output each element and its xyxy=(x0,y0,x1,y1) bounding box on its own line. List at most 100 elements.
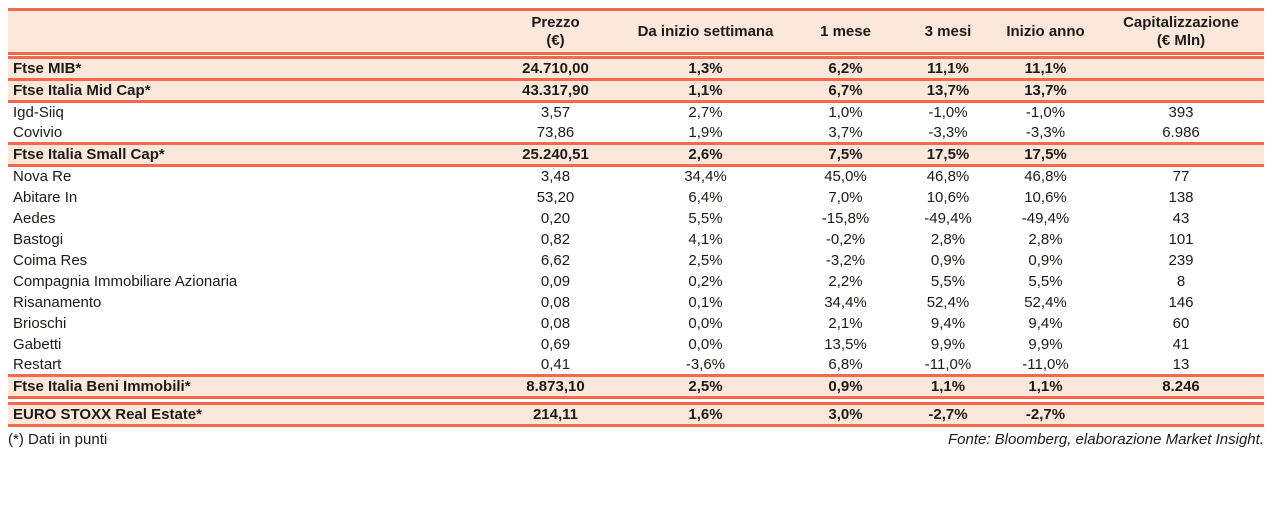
inizio-anno-cell: -11,0% xyxy=(1022,355,1069,373)
prezzo-cell: 0,20 xyxy=(540,209,571,227)
capitalizzazione-cell: 146 xyxy=(1168,293,1194,311)
capitalizzazione-cell: 13 xyxy=(1172,355,1190,373)
index-summary-row: Ftse Italia Mid Cap* 43.317,90 1,1% 6,7% 13,… xyxy=(8,79,1264,102)
1-mese-cell: -0,2% xyxy=(825,230,866,248)
inizio-anno-cell: 9,4% xyxy=(1028,314,1063,332)
stock-row: Brioschi 0,08 0,0% 2,1% 9,4% 9,4% 60 xyxy=(8,313,1264,334)
stock-row: Nova Re 3,48 34,4% 45,0% 46,8% 46,8% 77 xyxy=(8,166,1264,187)
3-mesi-cell: -1,0% xyxy=(928,104,968,122)
capitalizzazione-cell: 138 xyxy=(1168,188,1194,206)
da-inizio-settimana-cell: 4,1% xyxy=(688,230,723,248)
1-mese-cell: 13,5% xyxy=(824,335,867,353)
3-mesi-cell: 0,9% xyxy=(930,251,966,269)
1-mese-cell: 0,9% xyxy=(828,378,863,395)
row-name-cell: Nova Re xyxy=(13,168,72,186)
row-name-cell: Ftse Italia Small Cap* xyxy=(13,146,165,163)
row-name-cell: Covivio xyxy=(13,123,63,141)
stock-row: Covivio 73,86 1,9% 3,7% -3,3% -3,3% 6.986 xyxy=(8,123,1264,144)
row-name-cell: Bastogi xyxy=(13,230,64,248)
da-inizio-settimana-cell: -3,6% xyxy=(685,355,726,373)
1-mese-cell: -15,8% xyxy=(821,209,870,227)
index-summary-row: Ftse Italia Beni Immobili* 8.873,10 2,5% 0,… xyxy=(8,375,1264,398)
1-mese-cell: 34,4% xyxy=(824,293,867,311)
capitalizzazione-cell: 393 xyxy=(1168,104,1194,122)
inizio-anno-cell: 11,1% xyxy=(1024,60,1067,77)
da-inizio-settimana-cell: 0,0% xyxy=(688,314,723,332)
da-inizio-settimana-cell: 1,1% xyxy=(688,82,723,99)
capitalizzazione-cell: 239 xyxy=(1168,251,1194,269)
capitalizzazione-cell xyxy=(1098,58,1264,80)
3-mesi-cell: -3,3% xyxy=(928,123,968,141)
row-name-cell: Ftse Italia Mid Cap* xyxy=(13,82,151,99)
da-inizio-settimana-cell: 2,7% xyxy=(688,104,723,122)
3-mesi-cell: 10,6% xyxy=(926,188,970,206)
3-mesi-cell: 5,5% xyxy=(930,272,966,290)
prezzo-cell: 3,48 xyxy=(540,168,571,186)
prezzo-cell: 24.710,00 xyxy=(522,60,589,77)
stock-row: Gabetti 0,69 0,0% 13,5% 9,9% 9,9% 41 xyxy=(8,334,1264,355)
1-mese-cell: 2,1% xyxy=(828,314,863,332)
prezzo-cell: 3,57 xyxy=(540,104,571,122)
inizio-anno-cell: 1,1% xyxy=(1028,378,1063,395)
1-mese-cell: 6,2% xyxy=(828,60,863,77)
da-inizio-settimana-cell: 6,4% xyxy=(688,188,723,206)
prezzo-cell: 8.873,10 xyxy=(526,378,585,395)
capitalizzazione-cell: 60 xyxy=(1172,314,1190,332)
capitalizzazione-cell: 101 xyxy=(1168,230,1194,248)
inizio-anno-cell: 0,9% xyxy=(1028,251,1063,269)
da-inizio-settimana-cell: 0,2% xyxy=(688,272,723,290)
prezzo-cell: 0,09 xyxy=(540,272,571,290)
prezzo-cell: 43.317,90 xyxy=(522,82,589,99)
da-inizio-settimana-cell: 34,4% xyxy=(684,168,727,186)
inizio-anno-cell: 17,5% xyxy=(1024,146,1067,163)
inizio-anno-cell: -2,7% xyxy=(1025,406,1066,423)
column-header-3-mesi: 3 mesi xyxy=(924,22,972,40)
row-name-cell: Ftse MIB* xyxy=(13,60,82,77)
prezzo-cell: 0,08 xyxy=(540,293,571,311)
da-inizio-settimana-cell: 1,3% xyxy=(688,60,723,77)
3-mesi-cell: 13,7% xyxy=(926,82,970,99)
1-mese-cell: 3,7% xyxy=(828,123,863,141)
3-mesi-cell: 46,8% xyxy=(926,168,970,186)
prezzo-cell: 214,11 xyxy=(532,406,579,423)
source-attribution: Fonte: Bloomberg, elaborazione Market In… xyxy=(947,431,1264,448)
table-header-row: Prezzo (€) Da inizio settimana 1 mese 3 … xyxy=(8,9,1264,54)
da-inizio-settimana-cell: 2,6% xyxy=(688,146,723,163)
stock-row: Igd-Siiq 3,57 2,7% 1,0% -1,0% -1,0% 393 xyxy=(8,102,1264,123)
row-name-cell: Abitare In xyxy=(13,188,78,206)
3-mesi-cell: 11,1% xyxy=(927,60,969,77)
3-mesi-cell: 52,4% xyxy=(926,293,970,311)
1-mese-cell: 1,0% xyxy=(828,104,863,122)
capitalizzazione-cell xyxy=(1098,144,1264,166)
capitalizzazione-cell: 77 xyxy=(1172,168,1190,186)
3-mesi-cell: 9,4% xyxy=(930,314,966,332)
inizio-anno-cell: 9,9% xyxy=(1028,335,1063,353)
header-double-line-spacer xyxy=(8,53,1264,58)
capitalizzazione-cell: 41 xyxy=(1172,335,1190,353)
inizio-anno-cell: 5,5% xyxy=(1028,272,1063,290)
1-mese-cell: 3,0% xyxy=(828,406,863,423)
da-inizio-settimana-cell: 5,5% xyxy=(688,209,723,227)
column-header-da-inizio-settimana: Da inizio settimana xyxy=(637,22,774,40)
3-mesi-cell: 1,1% xyxy=(930,378,966,395)
row-name-cell: Gabetti xyxy=(13,335,62,353)
1-mese-cell: 7,0% xyxy=(828,188,863,206)
column-header-capitalizzazione-line1: Capitalizzazione xyxy=(1123,13,1239,31)
da-inizio-settimana-cell: 0,1% xyxy=(688,293,723,311)
3-mesi-cell: 17,5% xyxy=(926,146,970,163)
column-header-prezzo-line2: (€) xyxy=(546,31,565,49)
prezzo-cell: 73,86 xyxy=(536,123,575,141)
column-header-prezzo: Prezzo (€) xyxy=(488,10,623,54)
column-header-capitalizzazione: Capitalizzazione (€ Mln) xyxy=(1098,10,1264,54)
column-header-capitalizzazione-line2: (€ Mln) xyxy=(1156,31,1206,49)
1-mese-cell: 2,2% xyxy=(828,272,863,290)
stock-row: Abitare In 53,20 6,4% 7,0% 10,6% 10,6% 138 xyxy=(8,187,1264,208)
inizio-anno-cell: 52,4% xyxy=(1024,293,1067,311)
prezzo-cell: 0,69 xyxy=(540,335,571,353)
1-mese-cell: 6,7% xyxy=(828,82,863,99)
prezzo-cell: 25.240,51 xyxy=(522,146,589,163)
da-inizio-settimana-cell: 2,5% xyxy=(688,251,723,269)
stock-row: Coima Res 6,62 2,5% -3,2% 0,9% 0,9% 239 xyxy=(8,250,1264,271)
1-mese-cell: -3,2% xyxy=(825,251,866,269)
